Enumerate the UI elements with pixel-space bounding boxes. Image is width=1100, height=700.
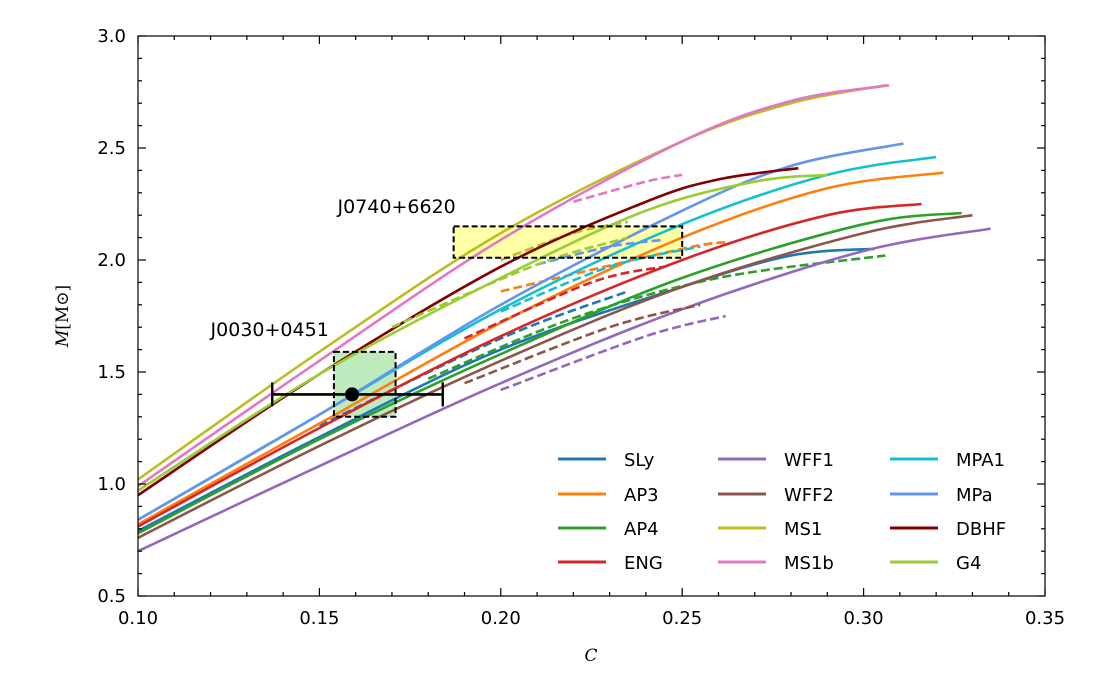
curve-g4-dashed bbox=[391, 236, 629, 329]
observation-box-outline bbox=[332, 350, 397, 418]
curve-wff1-dashed bbox=[500, 314, 727, 392]
curve-wff2-solid bbox=[138, 213, 973, 539]
errorbar-point bbox=[345, 387, 360, 402]
legend-label: ENG bbox=[624, 553, 663, 574]
legend-label: MPa bbox=[956, 485, 993, 506]
legend-label: MPA1 bbox=[956, 450, 1005, 471]
svg-text:M[M⊙]: M[M⊙] bbox=[53, 285, 73, 348]
curve-dbhf-solid bbox=[138, 166, 799, 497]
legend-item-mpa: MPa bbox=[890, 485, 993, 506]
y-tick-label: 1.5 bbox=[97, 362, 126, 383]
legend-label: G4 bbox=[956, 553, 981, 574]
legend-item-mpa1: MPA1 bbox=[890, 450, 1005, 471]
curve-ap4-dashed bbox=[427, 254, 886, 380]
legend-item-wff2: WFF2 bbox=[718, 485, 834, 506]
legend-item-ap3: AP3 bbox=[558, 485, 659, 506]
x-tick-label: 0.25 bbox=[662, 608, 702, 629]
curve-g4-solid bbox=[138, 173, 828, 492]
y-tick-label: 3.0 bbox=[97, 26, 126, 47]
curve-ap4-solid bbox=[138, 211, 962, 535]
y-tick-label: 1.0 bbox=[97, 474, 126, 495]
axis-tick-labels: 0.10 0.15 0.20 0.25 0.30 0.35 0.5 1.0 1.5 2.0 2.5 3… bbox=[97, 26, 1065, 629]
legend-label: DBHF bbox=[956, 519, 1006, 540]
legend-label: AP4 bbox=[624, 519, 659, 540]
x-tick-label: 0.35 bbox=[1025, 608, 1065, 629]
eos-curves bbox=[138, 84, 991, 553]
legend-item-ap4: AP4 bbox=[558, 519, 659, 540]
curve-mpa-dashed bbox=[536, 238, 665, 266]
plot-frame bbox=[137, 35, 1046, 597]
y-tick-label: 2.5 bbox=[97, 138, 126, 159]
curve-ms1b-dashed bbox=[573, 173, 683, 204]
curve-ms1b-solid bbox=[138, 84, 890, 488]
curve-wff2-dashed bbox=[464, 303, 701, 385]
curve-mpa-solid bbox=[138, 142, 904, 521]
legend-label: MS1 bbox=[784, 519, 822, 540]
annotation-label: J0740+6620 bbox=[337, 196, 456, 218]
curve-ap3-dashed bbox=[500, 240, 730, 293]
x-tick-label: 0.20 bbox=[481, 608, 521, 629]
legend-label: SLy bbox=[624, 450, 655, 471]
annotation-label: J0030+0451 bbox=[210, 319, 329, 341]
curve-eng-solid bbox=[138, 202, 922, 528]
legend-label: MS1b bbox=[784, 553, 834, 574]
annotation-labels: J0740+6620 J0030+0451 bbox=[210, 196, 456, 341]
curve-mpa1-dashed bbox=[500, 245, 701, 313]
x-tick-label: 0.10 bbox=[118, 608, 158, 629]
legend-label: WFF2 bbox=[784, 485, 834, 506]
y-axis-label: M[M⊙] bbox=[53, 285, 73, 348]
legend-item-wff1: WFF1 bbox=[718, 450, 834, 471]
x-axis-label: C bbox=[584, 646, 597, 666]
y-tick-label: 2.0 bbox=[97, 250, 126, 271]
legend-item-ms1b: MS1b bbox=[718, 553, 834, 574]
y-tick-label: 0.5 bbox=[97, 586, 126, 607]
legend-item-ms1: MS1 bbox=[718, 519, 822, 540]
curve-sly-solid bbox=[138, 247, 875, 533]
axis-ticks bbox=[137, 35, 1046, 597]
legend-item-eng: ENG bbox=[558, 553, 663, 574]
legend-item-sly: SLy bbox=[558, 450, 655, 471]
legend-label: WFF1 bbox=[784, 450, 834, 471]
legend: SLy AP3 AP4 ENG WFF1 WFF2 MS1 MS1b MPA1 MPa DBHF G4 bbox=[558, 450, 1006, 574]
curve-ap3-solid bbox=[138, 171, 944, 526]
x-tick-label: 0.30 bbox=[844, 608, 884, 629]
legend-label: AP3 bbox=[624, 485, 659, 506]
legend-item-g4: G4 bbox=[890, 553, 981, 574]
observation-box-outline bbox=[452, 225, 684, 259]
curve-eng-dashed bbox=[463, 265, 665, 340]
x-tick-label: 0.15 bbox=[299, 608, 339, 629]
curve-wff1-solid bbox=[138, 227, 991, 553]
legend-item-dbhf: DBHF bbox=[890, 519, 1006, 540]
errorbar-group bbox=[271, 382, 444, 407]
curve-ms1-solid bbox=[138, 84, 886, 481]
